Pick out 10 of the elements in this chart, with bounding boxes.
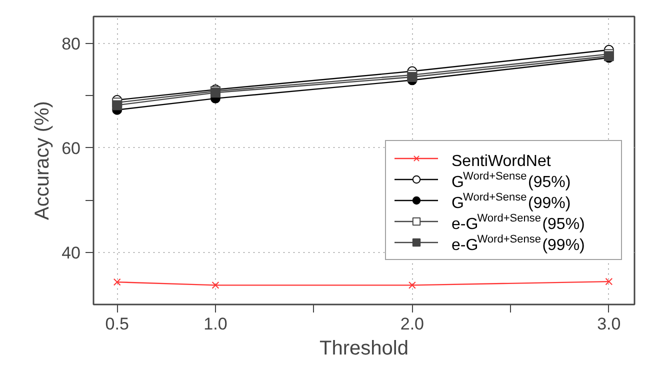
y-tick-label: 40 [62, 243, 81, 262]
x-tick-label: 3.0 [597, 314, 621, 334]
x-axis-title: Threshold [320, 338, 408, 360]
x-tick-label: 0.5 [105, 314, 129, 334]
y-tick-label: 80 [62, 34, 81, 54]
x-tick-label: 1.0 [204, 314, 228, 334]
y-tick-label: 60 [62, 138, 81, 158]
x-tick-label: 2.0 [400, 314, 424, 334]
y-axis-title: Accuracy (%) [32, 101, 54, 220]
legend-label: SentiWordNet [452, 153, 552, 170]
